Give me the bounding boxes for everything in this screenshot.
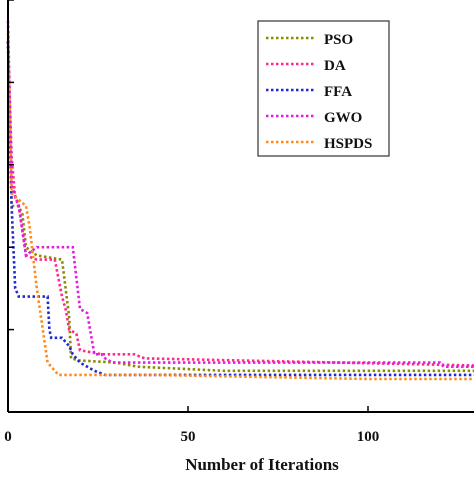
x-tick-label: 100 [357, 429, 380, 445]
x-tick-label: 50 [181, 429, 196, 445]
x-tick-label: 0 [4, 429, 12, 445]
legend: PSO DA FFA GWO HSPDS [257, 20, 390, 157]
series-line-hspds [6, 32, 474, 381]
legend-label-hspds: HSPDS [324, 136, 372, 152]
series-line-da [6, 41, 474, 367]
series-line-ffa [6, 41, 474, 377]
legend-label-da: DA [324, 58, 346, 74]
series-line-gwo [6, 20, 474, 368]
legend-label-pso: PSO [324, 32, 353, 48]
legend-label-ffa: FFA [324, 84, 352, 100]
series-line-pso [6, 41, 474, 373]
legend-label-gwo: GWO [324, 110, 362, 126]
axes: 0 50 100 Number of Iterations [4, 0, 474, 474]
legend-box [257, 20, 390, 157]
series-lines [6, 20, 474, 381]
x-axis-title: Number of Iterations [185, 455, 339, 474]
